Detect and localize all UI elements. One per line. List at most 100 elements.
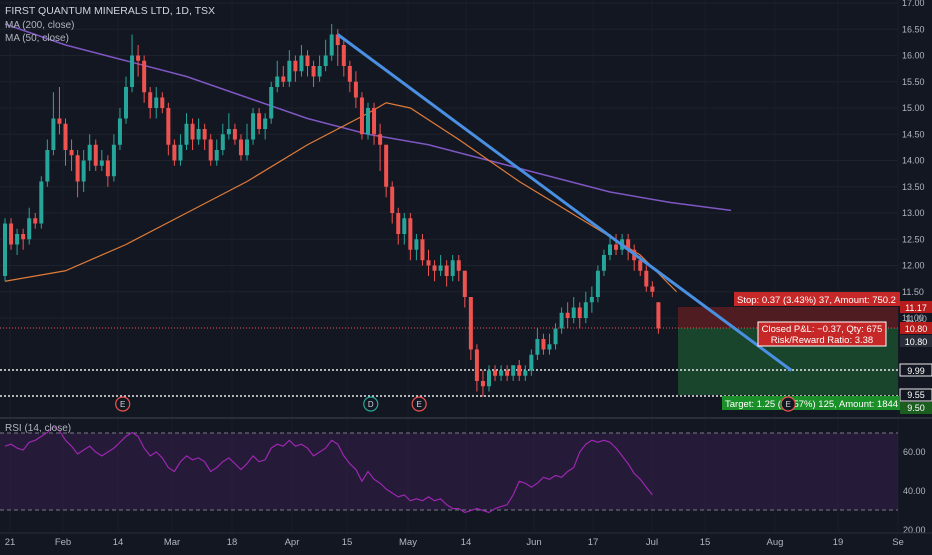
time-tick-label: 15 xyxy=(700,537,711,548)
tag-level-d xyxy=(899,388,932,402)
rsi-label: RSI (14, close) xyxy=(5,423,71,434)
candle-body xyxy=(27,218,32,240)
candle-body xyxy=(480,381,485,387)
time-tick-label: 18 xyxy=(227,537,238,548)
tag-level-a-text: 11.00 xyxy=(905,314,927,324)
price-tick-label: 14.00 xyxy=(902,156,925,166)
candle-body xyxy=(372,108,377,135)
candle-body xyxy=(317,66,322,77)
candle-body xyxy=(51,118,56,150)
candle-body xyxy=(21,234,26,240)
candle-body xyxy=(226,129,231,135)
time-tick-label: Jul xyxy=(646,537,658,548)
event-marker-label: E xyxy=(786,400,791,409)
candle-body xyxy=(305,55,310,66)
price-tick-label: 11.50 xyxy=(902,287,924,297)
ma50-line xyxy=(4,102,677,293)
candle-body xyxy=(45,150,50,182)
candle-body xyxy=(474,349,479,381)
candle-body xyxy=(154,97,159,108)
trendline[interactable] xyxy=(336,33,793,372)
time-axis-bg xyxy=(0,533,932,550)
candle-body xyxy=(432,265,437,271)
rr-label: Risk/Reward Ratio: 3.38 xyxy=(771,335,873,346)
candle-body xyxy=(293,60,298,72)
time-tick-label: 15 xyxy=(342,537,353,548)
rsi-line xyxy=(4,425,653,514)
event-marker-label: E xyxy=(416,400,421,409)
time-tick-label: May xyxy=(399,537,417,548)
candle-body xyxy=(3,223,7,276)
price-tick-label: 16.00 xyxy=(902,51,925,61)
candle-body xyxy=(87,144,92,161)
candle-body xyxy=(390,186,395,213)
candle-body xyxy=(420,239,425,261)
candle-body xyxy=(269,87,274,119)
time-tick-label: Aug xyxy=(767,537,784,548)
candle-body xyxy=(384,144,389,187)
candle-body xyxy=(238,139,243,156)
candle-body xyxy=(493,370,498,376)
price-tick-label: 13.50 xyxy=(902,182,925,192)
candle-body xyxy=(299,55,304,72)
candle-body xyxy=(232,129,237,140)
candle-body xyxy=(347,66,352,82)
candle-body xyxy=(414,239,419,250)
candle-body xyxy=(287,60,292,82)
candle-body xyxy=(251,113,256,140)
candle-body xyxy=(644,270,649,287)
candle-body xyxy=(468,297,473,350)
candle-body xyxy=(577,307,582,318)
event-marker[interactable] xyxy=(411,396,427,412)
pnl-label: Closed P&L: −0.37, Qty: 675 xyxy=(762,324,883,335)
candle-body xyxy=(626,239,631,250)
time-tick-label: Se xyxy=(892,537,904,548)
tag-stop-price xyxy=(900,301,932,313)
candle-body xyxy=(214,150,219,161)
candle-body xyxy=(190,123,195,140)
candle-body xyxy=(517,365,522,376)
candle-body xyxy=(656,302,661,329)
candle-body xyxy=(33,218,38,224)
candle-body xyxy=(589,297,594,303)
candle-body xyxy=(93,144,98,166)
stop-label: Stop: 0.37 (3.43%) 37, Amount: 750.2 xyxy=(737,295,896,306)
candle-body xyxy=(487,370,491,387)
rsi-tick-label: 40.00 xyxy=(903,486,926,496)
candle-body xyxy=(335,34,340,45)
candle-body xyxy=(323,55,328,66)
candle-body xyxy=(535,339,540,355)
candle-body xyxy=(396,213,401,234)
price-tick-label: 11.00 xyxy=(902,313,924,323)
candle-body xyxy=(69,150,74,156)
event-marker[interactable] xyxy=(115,396,131,412)
candle-body xyxy=(444,265,449,276)
candle-body xyxy=(408,218,413,250)
target-label-box xyxy=(722,396,900,410)
candle-body xyxy=(523,370,528,376)
candle-body xyxy=(9,223,14,245)
candle-body xyxy=(541,339,546,350)
candle-body xyxy=(124,87,128,119)
candle-body xyxy=(601,255,606,271)
candle-body xyxy=(208,139,213,161)
time-tick-label: Feb xyxy=(55,537,71,548)
event-marker-label: E xyxy=(120,400,125,409)
ma200-label: MA (200, close) xyxy=(5,20,74,31)
candle-body xyxy=(547,344,552,350)
candle-body xyxy=(281,76,286,82)
candle-body xyxy=(263,118,268,129)
candle-body xyxy=(111,144,116,177)
event-marker[interactable] xyxy=(363,396,379,412)
price-tick-label: 16.50 xyxy=(902,24,925,34)
candle-body xyxy=(378,134,383,145)
price-tick-label: 17.00 xyxy=(902,0,925,8)
candle-body xyxy=(565,312,570,318)
time-tick-label: Mar xyxy=(164,537,180,548)
tag-level-d-text: 9.55 xyxy=(907,390,925,400)
candle-body xyxy=(366,108,370,135)
candle-body xyxy=(75,155,80,182)
rsi-tick-label: 20.00 xyxy=(903,525,926,535)
event-marker[interactable] xyxy=(780,396,796,412)
